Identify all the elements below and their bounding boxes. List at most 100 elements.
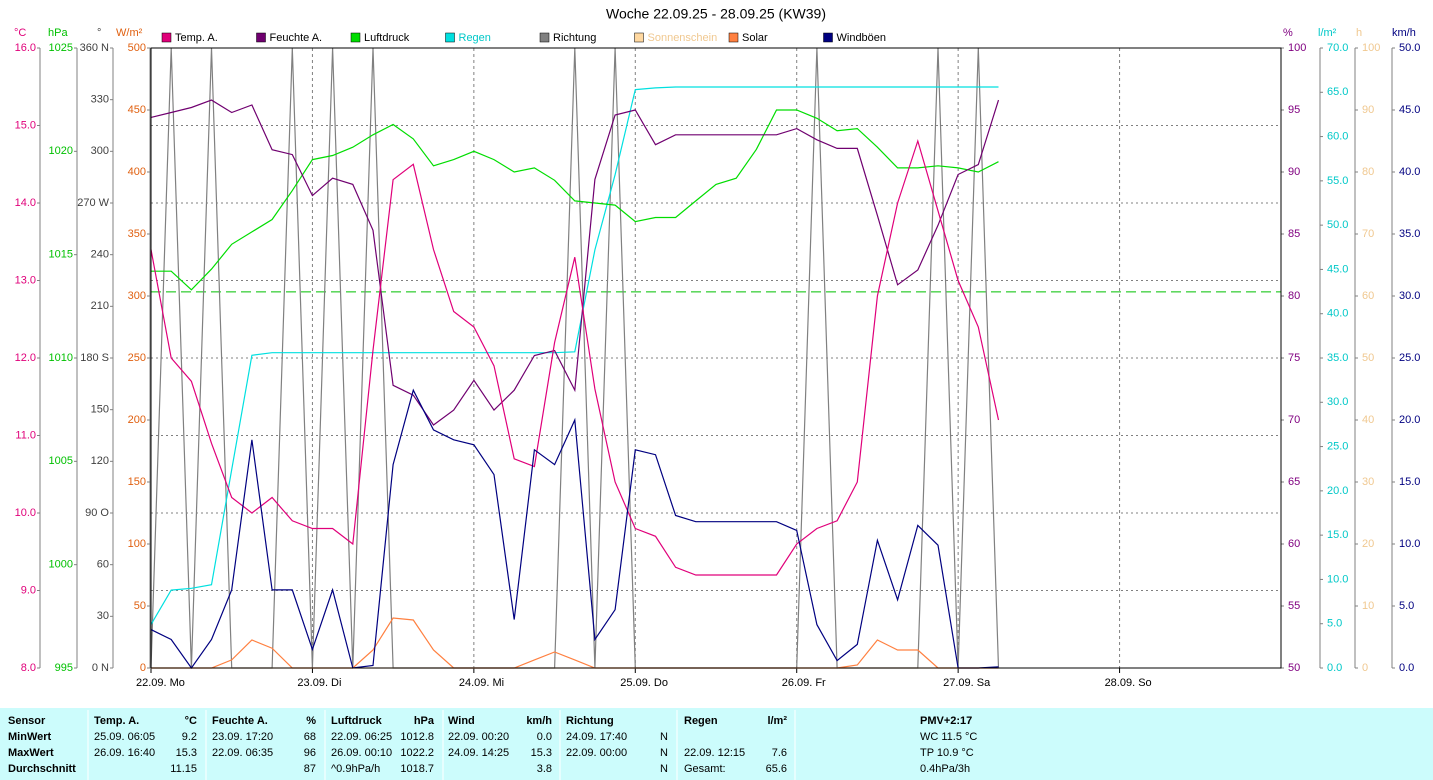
y-tick-label: 0.0 xyxy=(1327,662,1342,674)
table-header: PMV+2:17 xyxy=(920,715,972,727)
y-tick-label: 10.0 xyxy=(1327,573,1348,585)
legend-label: Sonnenschein xyxy=(648,32,718,44)
y-tick-label: 300 xyxy=(91,145,109,157)
y-tick-label: 30.0 xyxy=(1399,290,1420,302)
table-cell: 26.09. 00:10 xyxy=(331,747,392,759)
y-tick-label: 180 S xyxy=(80,352,109,364)
table-header: Richtung xyxy=(566,715,614,727)
table-header: hPa xyxy=(414,715,435,727)
y-tick-label: 70 xyxy=(1288,414,1300,426)
y-tick-label: 0 xyxy=(140,662,146,674)
table-header: °C xyxy=(185,715,197,727)
legend-swatch xyxy=(445,32,455,43)
y-tick-label: 1015 xyxy=(49,249,73,261)
y-tick-label: 30 xyxy=(97,610,109,622)
y-tick-label: 14.0 xyxy=(15,197,36,209)
series-line xyxy=(151,109,999,291)
y-tick-label: 360 N xyxy=(80,42,109,54)
y-tick-label: 270 W xyxy=(77,197,109,209)
table-cell: 9.2 xyxy=(182,731,197,743)
y-tick-label: 9.0 xyxy=(21,584,36,596)
y-tick-label: 0.0 xyxy=(1399,662,1414,674)
y-tick-label: 30 xyxy=(1362,476,1374,488)
legend-label: Windböen xyxy=(837,32,887,44)
table-cell: MinWert xyxy=(8,731,52,743)
y-tick-label: 150 xyxy=(128,476,146,488)
y-tick-label: 100 xyxy=(1288,42,1306,54)
y-tick-label: 30.0 xyxy=(1327,396,1348,408)
table-cell: 1018.7 xyxy=(400,763,434,775)
y-tick-label: 25.0 xyxy=(1399,352,1420,364)
table-cell: 1022.2 xyxy=(400,747,434,759)
legend-label: Feuchte A. xyxy=(270,32,323,44)
table-cell: 7.6 xyxy=(772,747,787,759)
axis-unit: ° xyxy=(97,27,101,39)
axis-unit: % xyxy=(1283,27,1293,39)
x-tick-label: 26.09. Fr xyxy=(782,677,826,689)
y-tick-label: 10.0 xyxy=(1399,538,1420,550)
y-tick-label: 25.0 xyxy=(1327,440,1348,452)
y-tick-label: 20.0 xyxy=(1327,485,1348,497)
y-tick-label: 60 xyxy=(1362,290,1374,302)
y-tick-label: 45.0 xyxy=(1399,104,1420,116)
table-cell: 15.3 xyxy=(531,747,552,759)
y-tick-label: 50 xyxy=(1288,662,1300,674)
y-tick-label: 8.0 xyxy=(21,662,36,674)
y-tick-label: 45.0 xyxy=(1327,263,1348,275)
y-tick-label: 60 xyxy=(97,559,109,571)
y-tick-label: 500 xyxy=(128,42,146,54)
y-tick-label: 50 xyxy=(134,600,146,612)
table-cell: 11.15 xyxy=(170,763,197,775)
plot-frame xyxy=(150,47,1282,669)
y-tick-label: 20 xyxy=(1362,538,1374,550)
axis-unit: W/m² xyxy=(116,27,143,39)
y-tick-label: 80 xyxy=(1362,166,1374,178)
axis-unit: l/m² xyxy=(1318,27,1337,39)
y-tick-label: 55 xyxy=(1288,600,1300,612)
x-tick-label: 28.09. So xyxy=(1105,677,1152,689)
x-tick-label: 22.09. Mo xyxy=(136,677,185,689)
y-tick-label: 15.0 xyxy=(1399,476,1420,488)
y-tick-label: 50 xyxy=(1362,352,1374,364)
table-cell: 87 xyxy=(304,763,316,775)
y-tick-label: 150 xyxy=(91,404,109,416)
table-header: Sensor xyxy=(8,715,46,727)
table-background xyxy=(0,708,1433,780)
y-tick-label: 1020 xyxy=(49,145,73,157)
table-cell: WC 11.5 °C xyxy=(920,731,977,743)
table-header: Luftdruck xyxy=(331,715,383,727)
table-cell: 96 xyxy=(304,747,316,759)
x-tick-label: 24.09. Mi xyxy=(459,677,504,689)
y-tick-label: 75 xyxy=(1288,352,1300,364)
table-cell: TP 10.9 °C xyxy=(920,747,974,759)
legend-swatch xyxy=(350,32,361,43)
legend-label: Luftdruck xyxy=(364,32,410,44)
y-tick-label: 5.0 xyxy=(1327,618,1342,630)
y-tick-label: 60.0 xyxy=(1327,130,1348,142)
y-tick-label: 60 xyxy=(1288,538,1300,550)
table-cell: MaxWert xyxy=(8,747,54,759)
chart-title: Woche 22.09.25 - 28.09.25 (KW39) xyxy=(606,6,826,22)
table-cell: 24.09. 17:40 xyxy=(566,731,627,743)
y-tick-label: 15.0 xyxy=(1327,529,1348,541)
table-cell: 22.09. 00:00 xyxy=(566,747,627,759)
table-header: km/h xyxy=(526,715,552,727)
table-header: Regen xyxy=(684,715,718,727)
legend-label: Richtung xyxy=(553,32,596,44)
y-tick-label: 15.0 xyxy=(15,119,36,131)
table-header: Temp. A. xyxy=(94,715,139,727)
y-tick-label: 400 xyxy=(128,166,146,178)
table-cell: N xyxy=(660,763,668,775)
table-cell: N xyxy=(660,747,668,759)
legend-swatch xyxy=(823,32,833,43)
table-cell: 23.09. 17:20 xyxy=(212,731,273,743)
legend-label: Solar xyxy=(742,32,768,44)
y-tick-label: 35.0 xyxy=(1399,228,1420,240)
y-tick-label: 1025 xyxy=(49,42,73,54)
legend-swatch xyxy=(539,32,550,43)
table-cell: Durchschnitt xyxy=(8,763,76,775)
legend-swatch xyxy=(161,32,172,43)
y-tick-label: 240 xyxy=(91,249,109,261)
y-tick-label: 16.0 xyxy=(15,42,36,54)
